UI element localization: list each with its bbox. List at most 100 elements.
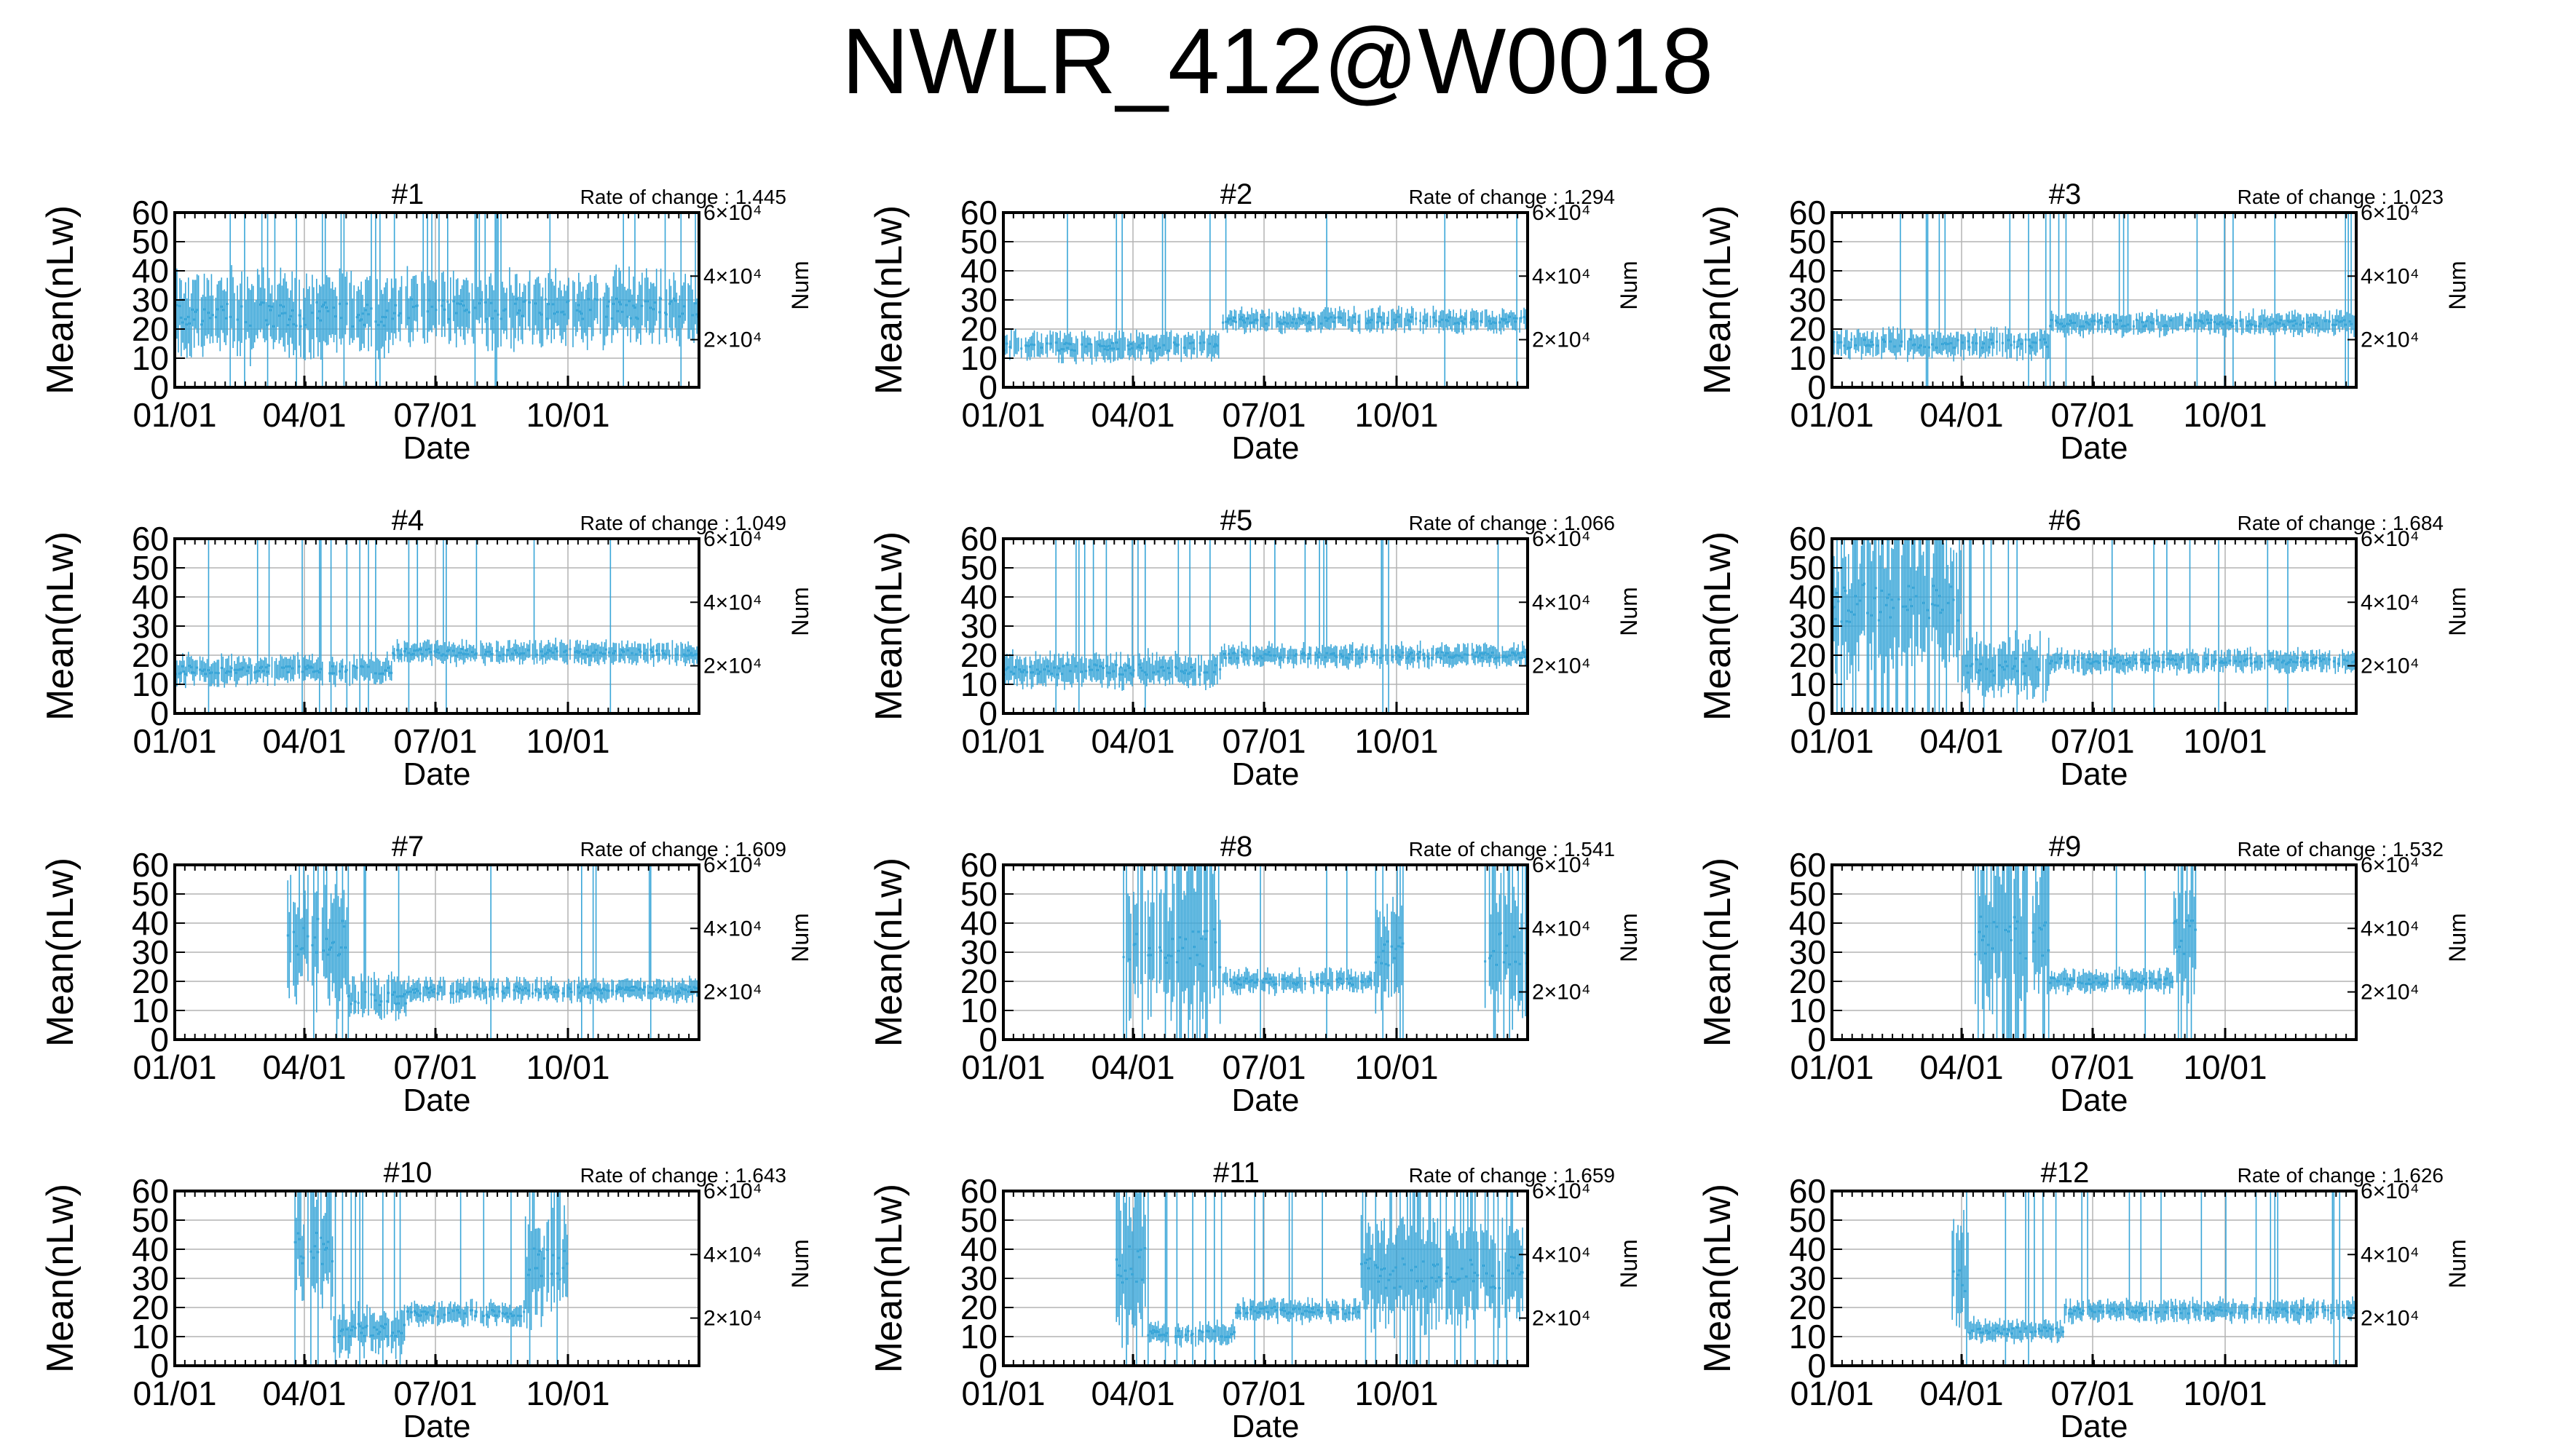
data-point [2251, 323, 2254, 326]
data-point [1399, 656, 1402, 659]
data-point [317, 670, 320, 673]
data-point [1272, 980, 1275, 983]
data-point [548, 987, 551, 990]
data-point [1038, 670, 1041, 673]
data-point [2328, 320, 2331, 323]
data-point [1975, 342, 1978, 345]
data-point [588, 298, 591, 301]
data-point [2302, 321, 2305, 324]
data-point [482, 989, 485, 992]
data-point [1935, 589, 1938, 592]
data-point [672, 297, 675, 300]
data-point [268, 664, 271, 667]
data-point [1889, 616, 1892, 619]
data-point [1347, 657, 1350, 660]
data-point [2200, 320, 2203, 323]
data-point [191, 671, 194, 674]
data-point [464, 309, 467, 312]
data-point [2092, 660, 2095, 663]
data-point [259, 303, 262, 306]
data-point [1456, 321, 1459, 324]
rate-of-change-label: Rate of change : 1.445 [580, 186, 786, 208]
data-point [1407, 655, 1410, 658]
data-point [1190, 665, 1193, 668]
data-point [620, 649, 623, 652]
data-point [1241, 319, 1244, 322]
data-point [2036, 666, 2039, 669]
data-point [455, 990, 458, 993]
data-point [1089, 343, 1092, 346]
data-point [1334, 654, 1337, 657]
y-tick-label: 40 [960, 252, 998, 290]
data-point [1478, 654, 1481, 657]
data-point [1062, 665, 1065, 668]
y-tick-label: 10 [960, 339, 998, 377]
data-point [563, 313, 566, 316]
data-point [1325, 320, 1328, 323]
data-point [2082, 325, 2085, 328]
data-point [1138, 663, 1141, 666]
data-point [1859, 599, 1862, 602]
data-point [1302, 652, 1305, 654]
data-point [1154, 344, 1157, 347]
data-point [2235, 322, 2238, 325]
data-point [462, 652, 465, 655]
data-point [2050, 660, 2053, 662]
data-point [1922, 601, 1925, 604]
data-point [461, 648, 464, 651]
data-point [1357, 320, 1360, 323]
data-point [1291, 321, 1294, 324]
panel-title: #8 [1220, 831, 1253, 863]
data-point [459, 989, 462, 992]
data-point [576, 649, 579, 652]
data-point [317, 317, 320, 320]
data-point [2066, 660, 2069, 662]
data-point [1213, 670, 1216, 673]
x-tick-label: 01/01 [133, 396, 216, 434]
data-point [1265, 323, 1268, 325]
data-point [2216, 323, 2219, 325]
data-point [1066, 663, 1069, 666]
data-point [441, 654, 443, 657]
data-point [669, 300, 672, 303]
data-point [203, 308, 206, 311]
data-point [236, 668, 239, 671]
data-point [599, 989, 602, 992]
data-point [2122, 662, 2125, 665]
data-point [551, 652, 554, 654]
data-point [1106, 349, 1109, 352]
series-marks [1003, 539, 1528, 713]
data-point [1445, 652, 1448, 654]
data-point [1853, 613, 1856, 616]
data-point [1253, 981, 1256, 984]
data-point [620, 986, 623, 989]
data-point [2210, 318, 2213, 321]
data-point [1430, 657, 1433, 660]
data-point [641, 304, 644, 307]
data-point [1461, 320, 1464, 323]
data-point [402, 995, 405, 998]
data-point [489, 301, 492, 304]
data-point [631, 986, 633, 989]
data-point [639, 650, 642, 653]
data-point [1393, 318, 1396, 321]
data-point [1054, 341, 1057, 344]
data-point [374, 320, 377, 323]
data-point [1026, 670, 1029, 673]
data-point [1834, 617, 1837, 620]
data-point [308, 666, 311, 669]
data-point [1215, 941, 1217, 943]
data-point [1865, 612, 1868, 614]
data-point [175, 304, 178, 306]
data-point [1419, 651, 1422, 654]
data-point [2222, 661, 2224, 664]
data-point [347, 994, 350, 997]
x-tick-label: 10/01 [526, 1048, 609, 1086]
data-point [311, 943, 314, 946]
data-point [1991, 669, 1994, 672]
data-point [1140, 347, 1142, 349]
data-point [648, 992, 651, 994]
data-point [207, 312, 210, 314]
data-point [629, 989, 632, 992]
data-point [230, 667, 233, 670]
